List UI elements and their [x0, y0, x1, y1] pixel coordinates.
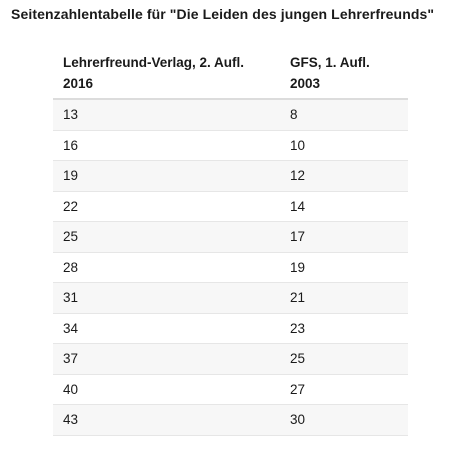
- table-row: 13 8: [53, 100, 408, 131]
- cell-gfs-page: 14: [290, 198, 306, 214]
- cell-lehrerfreund-page: 22: [63, 198, 79, 214]
- table-row: 19 12: [53, 161, 408, 192]
- table-row: 28 19: [53, 252, 408, 283]
- cell-gfs-page: 25: [290, 351, 306, 366]
- cell-gfs-page: 23: [290, 320, 306, 336]
- table-row: 16 10: [53, 130, 408, 161]
- cell-lehrerfreund-page: 13: [63, 107, 79, 122]
- table-row: 31 21: [53, 283, 408, 314]
- column-header-lehrerfreund: Lehrerfreund-Verlag, 2. Aufl. 2016: [53, 46, 280, 98]
- column-header-year: 2016: [63, 76, 94, 91]
- cell-lehrerfreund-page: 31: [63, 290, 79, 305]
- table-header-row: Lehrerfreund-Verlag, 2. Aufl. 2016 GFS, …: [53, 46, 408, 100]
- cell-gfs-page: 17: [290, 229, 306, 244]
- cell-lehrerfreund-page: 37: [63, 351, 79, 366]
- column-header-publisher: Lehrerfreund-Verlag, 2. Aufl.: [63, 55, 245, 70]
- table-row: 22 14: [53, 191, 408, 222]
- cell-lehrerfreund-page: 34: [63, 320, 79, 336]
- column-header-year: 2003: [290, 76, 321, 91]
- cell-lehrerfreund-page: 28: [63, 259, 79, 275]
- cell-lehrerfreund-page: 16: [63, 137, 79, 153]
- column-header-publisher: GFS, 1. Aufl.: [290, 55, 370, 70]
- cell-lehrerfreund-page: 25: [63, 229, 79, 244]
- page-title: Seitenzahlentabelle für "Die Leiden des …: [11, 6, 435, 22]
- table-row: 43 30: [53, 405, 408, 436]
- table-row: 37 25: [53, 344, 408, 375]
- cell-gfs-page: 10: [290, 137, 306, 153]
- cell-gfs-page: 12: [290, 168, 306, 183]
- cell-lehrerfreund-page: 43: [63, 412, 79, 427]
- cell-gfs-page: 30: [290, 412, 306, 427]
- cell-gfs-page: 19: [290, 259, 306, 275]
- cell-gfs-page: 21: [290, 290, 306, 305]
- table-row: 34 23: [53, 313, 408, 344]
- table-row: 40 27: [53, 374, 408, 405]
- cell-lehrerfreund-page: 19: [63, 168, 79, 183]
- cell-gfs-page: 27: [290, 381, 306, 397]
- page-number-table: Lehrerfreund-Verlag, 2. Aufl. 2016 GFS, …: [53, 46, 408, 436]
- column-header-gfs: GFS, 1. Aufl. 2003: [280, 46, 408, 98]
- table-row: 25 17: [53, 222, 408, 253]
- cell-gfs-page: 8: [290, 107, 298, 122]
- cell-lehrerfreund-page: 40: [63, 381, 79, 397]
- table-body: 13 8 16 10 19 12 22 14 25 17 28 19 31 21 34 23 37 25 40 27 4…: [53, 100, 408, 436]
